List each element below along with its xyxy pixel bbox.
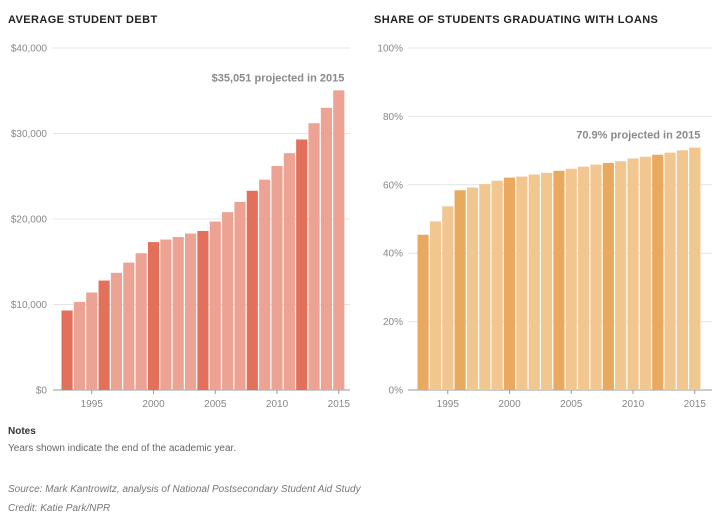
y-tick-label: 0% (389, 386, 404, 397)
credit-text: Credit: Katie Park/NPR (8, 503, 111, 514)
bar-2015 (333, 90, 345, 390)
y-tick-label: 60% (383, 180, 403, 191)
bar-2003 (541, 172, 553, 390)
bar-2004 (553, 170, 565, 390)
bar-2004 (197, 230, 209, 390)
bar-1995 (442, 206, 454, 390)
y-tick-label: $40,000 (11, 44, 48, 55)
chart-title: SHARE OF STUDENTS GRADUATING WITH LOANS (374, 14, 659, 26)
x-tick-label: 2005 (560, 399, 583, 410)
bar-2014 (320, 107, 332, 390)
bar-1999 (491, 180, 503, 390)
bar-2007 (590, 164, 602, 390)
bar-2006 (222, 212, 234, 390)
bar-2008 (246, 190, 258, 390)
loans-share-bar-chart-svg: 0% 20% 40% 60% 80% 100% 1995 2000 2005 2010 2015 70… (377, 44, 712, 410)
chart-title: AVERAGE STUDENT DEBT (8, 14, 158, 26)
bar-1993 (61, 310, 73, 390)
bar-2014 (676, 150, 688, 390)
bar-2010 (271, 165, 283, 390)
bar-1994 (429, 221, 441, 390)
bar-2001 (160, 239, 172, 390)
bar-2005 (565, 168, 577, 390)
bar-1998 (123, 262, 135, 390)
source-text: Source: Mark Kantrowitz, analysis of Nat… (8, 484, 361, 495)
bar-1997 (110, 272, 123, 390)
notes-heading: Notes (8, 426, 36, 437)
y-tick-label: 20% (383, 317, 403, 328)
bar-1998 (479, 184, 491, 390)
x-tick-label: 2010 (622, 399, 645, 410)
bar-1996 (454, 190, 466, 390)
share-with-loans-chart: SHARE OF STUDENTS GRADUATING WITH LOANS … (362, 0, 720, 425)
notes-section: Notes Years shown indicate the end of th… (8, 426, 708, 454)
bar-2007 (234, 201, 246, 390)
debt-bar-chart-svg: $0 $10,000 $20,000 $30,000 $40,000 1995 2000 20… (11, 44, 351, 411)
bar-2013 (308, 123, 320, 391)
x-tick-label: 2005 (204, 399, 227, 410)
average-student-debt-chart: AVERAGE STUDENT DEBT $0 $10,000 $20,000 $30… (0, 0, 358, 425)
y-tick-label: $20,000 (11, 215, 48, 226)
bar-1997 (466, 187, 479, 390)
y-tick-label: 80% (383, 112, 403, 123)
bar-2003 (185, 233, 197, 390)
y-tick-label: 100% (377, 44, 403, 55)
y-tick-label: $10,000 (11, 300, 48, 311)
bar-2000 (503, 177, 516, 390)
bar-2011 (639, 156, 651, 390)
bar-1996 (98, 280, 110, 390)
x-tick-label: 1995 (81, 399, 104, 410)
bar-2002 (172, 236, 184, 390)
bar-2008 (602, 162, 614, 390)
bar-2000 (147, 242, 160, 390)
bar-2011 (283, 153, 295, 390)
bar-2009 (615, 161, 627, 390)
bar-2002 (528, 174, 540, 390)
bar-1995 (86, 292, 98, 390)
bar-2012 (652, 154, 664, 390)
x-tick-label: 1995 (437, 399, 460, 410)
bar-2013 (664, 152, 676, 390)
x-tick-label: 2015 (328, 399, 351, 410)
projection-annotation: 70.9% projected in 2015 (576, 130, 700, 142)
x-tick-label: 2015 (684, 399, 707, 410)
bar-2009 (259, 179, 271, 390)
y-tick-label: 40% (383, 249, 403, 260)
x-tick-label: 2000 (498, 399, 521, 410)
projection-annotation: $35,051 projected in 2015 (212, 72, 345, 84)
bar-2001 (516, 176, 528, 390)
x-tick-label: 2000 (142, 399, 165, 410)
y-tick-label: $0 (36, 386, 48, 397)
bar-2006 (578, 166, 590, 390)
notes-text: Years shown indicate the end of the acad… (8, 443, 237, 454)
bar-1994 (73, 301, 85, 390)
bar-2005 (209, 221, 221, 390)
bar-2015 (689, 147, 701, 390)
bar-2012 (296, 139, 308, 390)
x-tick-label: 2010 (266, 399, 289, 410)
bar-1993 (417, 234, 429, 390)
bar-2010 (627, 158, 639, 390)
bar-1999 (135, 253, 147, 390)
y-tick-label: $30,000 (11, 129, 48, 140)
